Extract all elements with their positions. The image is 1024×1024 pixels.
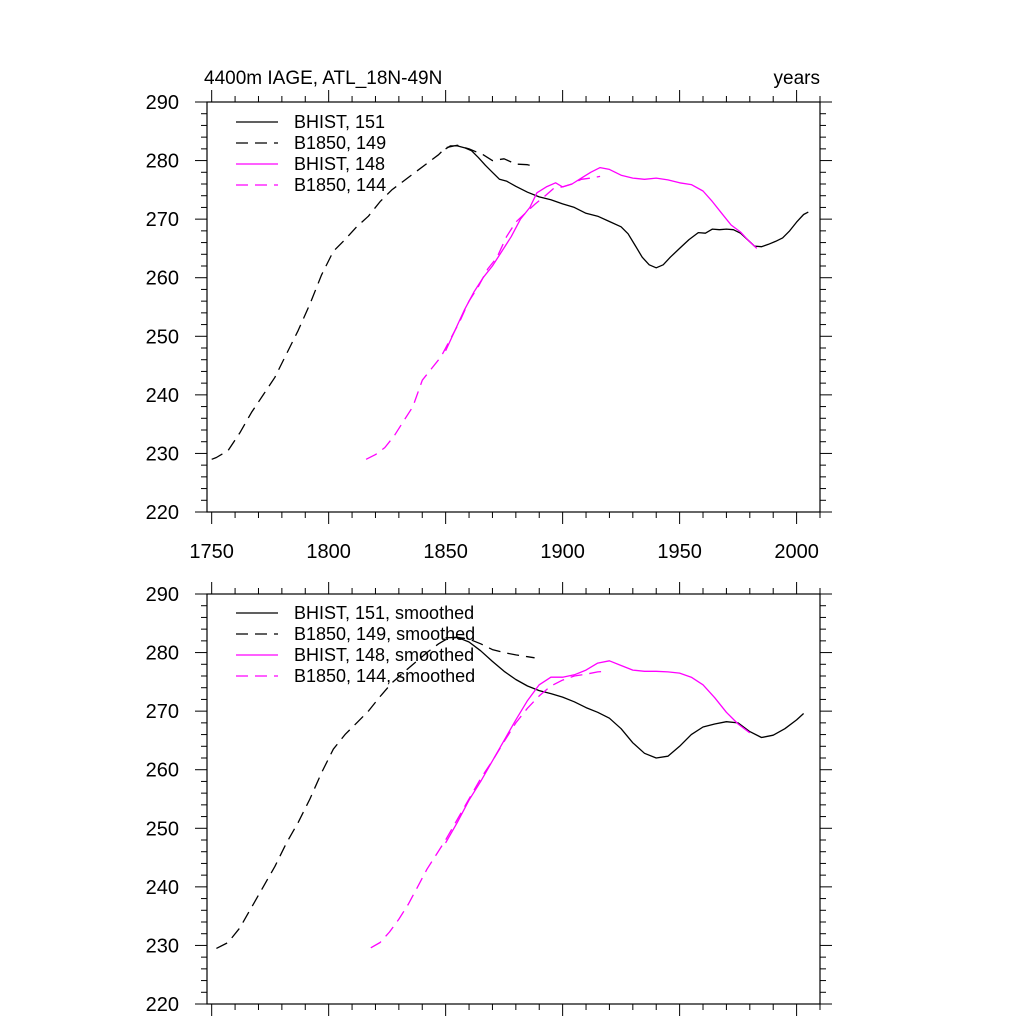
series-line-0 xyxy=(445,145,809,269)
y-tick-label: 240 xyxy=(146,877,179,899)
y-tick-label: 220 xyxy=(146,994,179,1016)
y-tick-label: 230 xyxy=(146,443,179,465)
legend-label: BHIST, 151, smoothed xyxy=(294,603,474,623)
chart-panel-top: 220 230 240 250 260 270 280 290 1750 1800 1850 1900… xyxy=(146,68,832,563)
y-tick-label: 250 xyxy=(146,818,179,840)
legend-label: B1850, 149 xyxy=(294,133,386,153)
legend-label: B1850, 144 xyxy=(294,175,386,195)
y-tick-label: 270 xyxy=(146,701,179,723)
y-tick-label: 260 xyxy=(146,268,179,290)
x-tick-label: 1950 xyxy=(657,541,702,563)
series-lines xyxy=(216,636,805,949)
legend-label: B1850, 149, smoothed xyxy=(294,624,475,644)
series-line-1 xyxy=(216,636,535,949)
series-line-3 xyxy=(370,670,605,949)
y-tick-label: 280 xyxy=(146,151,179,173)
x-tick-label: 1800 xyxy=(306,541,351,563)
x-tick-label: 1900 xyxy=(540,541,585,563)
y-tick-label: 230 xyxy=(146,935,179,957)
x-axis-ticks xyxy=(211,582,821,1016)
legend-label: BHIST, 148 xyxy=(294,154,385,174)
y-tick-label: 260 xyxy=(146,760,179,782)
plot-frame xyxy=(206,593,821,1005)
y-tick-label: 270 xyxy=(146,209,179,231)
y-tick-label: 280 xyxy=(146,643,179,665)
legend-label: BHIST, 151 xyxy=(294,112,385,132)
x-tick-label: 1850 xyxy=(423,541,468,563)
y-tick-label: 220 xyxy=(146,502,179,524)
x-tick-label: 2000 xyxy=(774,541,819,563)
plot-frame xyxy=(206,101,821,513)
x-tick-label: 1750 xyxy=(189,541,234,563)
units-label: years xyxy=(774,68,820,89)
legend-label: BHIST, 148, smoothed xyxy=(294,645,474,665)
y-axis-ticks xyxy=(195,101,832,513)
series-line-3 xyxy=(365,175,601,460)
y-tick-label: 240 xyxy=(146,385,179,407)
series-lines xyxy=(211,144,809,460)
legend-label: B1850, 144, smoothed xyxy=(294,666,475,686)
y-tick-label: 250 xyxy=(146,326,179,348)
series-line-0 xyxy=(445,636,805,759)
chart-title: 4400m IAGE, ATL_18N-49N xyxy=(204,68,442,89)
series-line-1 xyxy=(211,144,535,460)
x-axis-ticks xyxy=(211,90,821,524)
chart-panel-bottom: 220 230 240 250 260 270 280 290 BHIST, 151, smoo… xyxy=(146,582,832,1016)
series-line-2 xyxy=(445,166,758,352)
series-line-2 xyxy=(445,660,751,844)
y-axis-ticks xyxy=(195,593,832,1005)
y-tick-label: 290 xyxy=(146,92,179,114)
y-tick-label: 290 xyxy=(146,584,179,606)
